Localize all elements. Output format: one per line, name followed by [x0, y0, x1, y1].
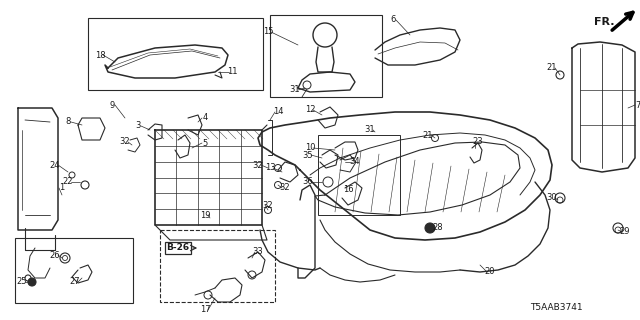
- Text: B-26: B-26: [166, 244, 189, 252]
- Text: 27: 27: [70, 277, 80, 286]
- Bar: [270, 15, 382, 97]
- Text: 32: 32: [120, 138, 131, 147]
- Circle shape: [425, 223, 435, 233]
- Bar: [88, 18, 263, 90]
- Text: 10: 10: [305, 143, 316, 153]
- Text: 32: 32: [262, 201, 273, 210]
- Text: 3: 3: [135, 122, 141, 131]
- Text: 21: 21: [423, 131, 433, 140]
- Text: 33: 33: [253, 247, 264, 257]
- Text: FR.: FR.: [594, 17, 614, 27]
- Text: 14: 14: [273, 108, 284, 116]
- Text: 31: 31: [290, 85, 300, 94]
- Text: 6: 6: [390, 15, 396, 25]
- Text: 8: 8: [65, 117, 70, 126]
- Text: 22: 22: [63, 178, 73, 187]
- Bar: [160, 230, 275, 302]
- Text: 28: 28: [433, 223, 444, 233]
- Text: 32: 32: [280, 183, 291, 193]
- Text: 18: 18: [95, 51, 106, 60]
- Text: 30: 30: [547, 194, 557, 203]
- Text: 7: 7: [636, 100, 640, 109]
- Text: 20: 20: [484, 268, 495, 276]
- Text: T5AAB3741: T5AAB3741: [530, 303, 582, 313]
- Text: 32: 32: [253, 161, 263, 170]
- Text: 4: 4: [202, 114, 207, 123]
- Text: 29: 29: [620, 228, 630, 236]
- Text: 19: 19: [200, 211, 211, 220]
- Text: 26: 26: [50, 251, 60, 260]
- Bar: [318, 135, 400, 215]
- Text: 34: 34: [349, 157, 360, 166]
- Text: 5: 5: [202, 139, 207, 148]
- Text: 11: 11: [227, 68, 237, 76]
- Text: 12: 12: [305, 106, 316, 115]
- Text: 17: 17: [200, 306, 211, 315]
- Text: 24: 24: [50, 161, 60, 170]
- Text: 35: 35: [303, 150, 314, 159]
- Text: 15: 15: [263, 28, 273, 36]
- Text: 13: 13: [265, 164, 275, 172]
- Circle shape: [28, 278, 36, 286]
- Text: 25: 25: [17, 277, 28, 286]
- Text: 9: 9: [109, 100, 115, 109]
- Text: 16: 16: [342, 186, 353, 195]
- Bar: [15, 238, 133, 303]
- Text: 31: 31: [365, 125, 375, 134]
- Text: 21: 21: [547, 63, 557, 73]
- Text: 1: 1: [60, 183, 65, 193]
- Text: 36: 36: [303, 178, 314, 187]
- Text: 23: 23: [473, 138, 483, 147]
